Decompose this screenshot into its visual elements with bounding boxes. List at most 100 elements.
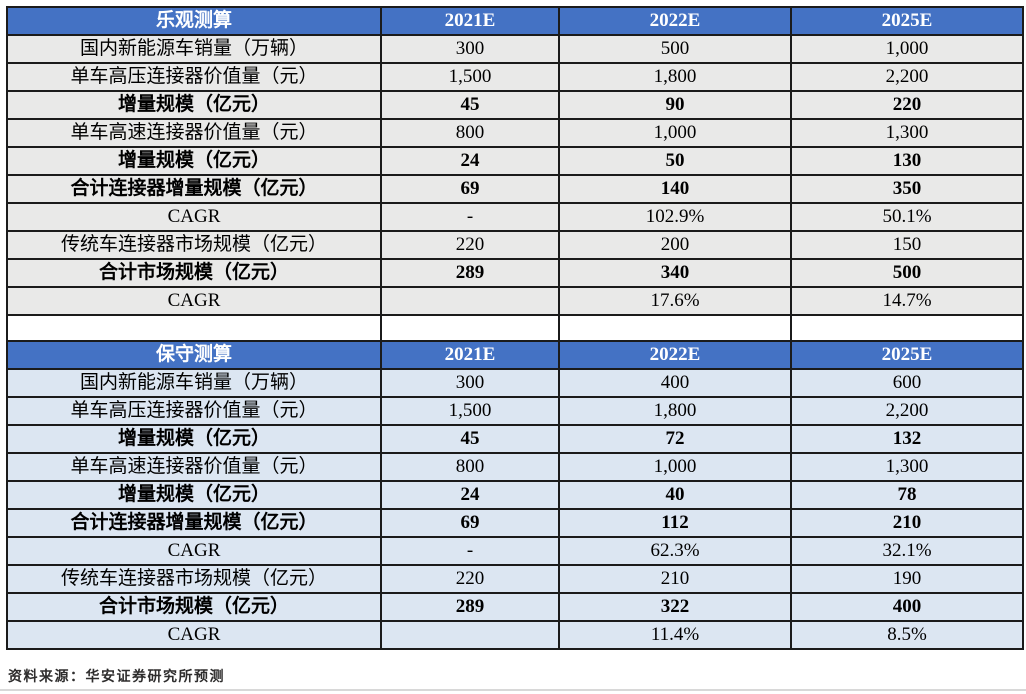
table-title-optimistic: 乐观测算	[6, 6, 382, 36]
cell-2022e: 102.9%	[558, 202, 792, 232]
cell-2021e: 300	[380, 368, 560, 398]
cell-2022e: 40	[558, 480, 792, 510]
row-label: 增量规模（亿元）	[6, 146, 382, 176]
cell-2022e: 1,800	[558, 396, 792, 426]
cell-2025e: 350	[790, 174, 1024, 204]
cell-2022e: 322	[558, 592, 792, 622]
table-title-conservative: 保守测算	[6, 340, 382, 370]
cell-2025e: 150	[790, 230, 1024, 260]
table-row: 单车高压连接器价值量（元） 1,500 1,800 2,200	[6, 396, 1024, 426]
row-label: 增量规模（亿元）	[6, 480, 382, 510]
column-header-2022e: 2022E	[558, 340, 792, 370]
row-label: 国内新能源车销量（万辆）	[6, 34, 382, 64]
table-row: CAGR 11.4% 8.5%	[6, 620, 1024, 650]
row-label: 传统车连接器市场规模（亿元）	[6, 230, 382, 260]
row-label: CAGR	[6, 536, 382, 566]
cell-2025e: 78	[790, 480, 1024, 510]
optimistic-estimate-section: 乐观测算 2021E 2022E 2025E 国内新能源车销量（万辆） 300 50…	[6, 6, 1024, 316]
gap-cell	[558, 314, 792, 342]
cell-2025e: 2,200	[790, 62, 1024, 92]
table-row: 合计市场规模（亿元） 289 322 400	[6, 592, 1024, 622]
row-label: 合计市场规模（亿元）	[6, 592, 382, 622]
table-row: 国内新能源车销量（万辆） 300 400 600	[6, 368, 1024, 398]
row-label: CAGR	[6, 286, 382, 316]
column-header-2021e: 2021E	[380, 340, 560, 370]
cell-2025e: 130	[790, 146, 1024, 176]
cell-2021e: -	[380, 536, 560, 566]
table-row: CAGR -62.3% 32.1%	[6, 536, 1024, 566]
table-row: 单车高速连接器价值量（元） 800 1,000 1,300	[6, 452, 1024, 482]
cell-2021e: 1,500	[380, 396, 560, 426]
row-label: CAGR	[6, 202, 382, 232]
cell-2025e: 220	[790, 90, 1024, 120]
cell-2021e: 45	[380, 424, 560, 454]
cell-2025e: 1,300	[790, 452, 1024, 482]
cell-2022e: 340	[558, 258, 792, 288]
column-header-2025e: 2025E	[790, 6, 1024, 36]
gap-cell	[380, 314, 560, 342]
cell-2021e	[380, 286, 560, 316]
cell-2025e: 8.5%	[790, 620, 1024, 650]
cell-2021e: 69	[380, 174, 560, 204]
cell-2021e: 800	[380, 118, 560, 148]
cell-2025e: 1,300	[790, 118, 1024, 148]
cell-2022e: 62.3%	[558, 536, 792, 566]
cell-2021e: 300	[380, 34, 560, 64]
cell-2025e: 14.7%	[790, 286, 1024, 316]
table-row: CAGR 17.6% 14.7%	[6, 286, 1024, 316]
cell-2022e: 400	[558, 368, 792, 398]
cell-2022e: 1,800	[558, 62, 792, 92]
table-row: 增量规模（亿元） 24 50 130	[6, 146, 1024, 176]
table-row: 增量规模（亿元） 45 90 220	[6, 90, 1024, 120]
conservative-header-row: 保守测算 2021E 2022E 2025E	[6, 340, 1024, 370]
cell-2025e: 190	[790, 564, 1024, 594]
cell-2021e: 289	[380, 592, 560, 622]
cell-2025e: 2,200	[790, 396, 1024, 426]
gap-cell	[790, 314, 1024, 342]
cell-2022e: 140	[558, 174, 792, 204]
column-header-2022e: 2022E	[558, 6, 792, 36]
cell-2022e: 90	[558, 90, 792, 120]
column-header-2021e: 2021E	[380, 6, 560, 36]
cell-2022e: 200	[558, 230, 792, 260]
connector-market-estimates-table: 乐观测算 2021E 2022E 2025E 国内新能源车销量（万辆） 300 50…	[6, 6, 1024, 650]
column-header-2025e: 2025E	[790, 340, 1024, 370]
cell-2025e: 400	[790, 592, 1024, 622]
row-label: 传统车连接器市场规模（亿元）	[6, 564, 382, 594]
table-row: CAGR -102.9% 50.1%	[6, 202, 1024, 232]
cell-2025e: 210	[790, 508, 1024, 538]
cell-2021e: -	[380, 202, 560, 232]
cell-2025e: 1,000	[790, 34, 1024, 64]
cell-2025e: 32.1%	[790, 536, 1024, 566]
source-note: 资料来源：华安证券研究所预测	[8, 670, 225, 685]
cell-2021e: 220	[380, 564, 560, 594]
cell-2025e: 50.1%	[790, 202, 1024, 232]
row-label: 增量规模（亿元）	[6, 424, 382, 454]
conservative-estimate-section: 保守测算 2021E 2022E 2025E 国内新能源车销量（万辆） 300 40…	[6, 340, 1024, 650]
table-row: 增量规模（亿元） 24 40 78	[6, 480, 1024, 510]
cell-2021e: 220	[380, 230, 560, 260]
table-row: 合计市场规模（亿元） 289 340 500	[6, 258, 1024, 288]
cell-2022e: 11.4%	[558, 620, 792, 650]
row-label: 单车高压连接器价值量（元）	[6, 62, 382, 92]
table-row: 国内新能源车销量（万辆） 300 500 1,000	[6, 34, 1024, 64]
cell-2021e: 1,500	[380, 62, 560, 92]
row-label: 单车高速连接器价值量（元）	[6, 118, 382, 148]
cell-2021e: 45	[380, 90, 560, 120]
cell-2025e: 600	[790, 368, 1024, 398]
gap-cell	[6, 314, 382, 342]
row-label: 国内新能源车销量（万辆）	[6, 368, 382, 398]
optimistic-header-row: 乐观测算 2021E 2022E 2025E	[6, 6, 1024, 36]
cell-2022e: 112	[558, 508, 792, 538]
cell-2021e: 24	[380, 146, 560, 176]
cell-2022e: 17.6%	[558, 286, 792, 316]
row-label: CAGR	[6, 620, 382, 650]
cell-2025e: 132	[790, 424, 1024, 454]
cell-2021e: 69	[380, 508, 560, 538]
table-row: 传统车连接器市场规模（亿元） 220 200 150	[6, 230, 1024, 260]
cell-2025e: 500	[790, 258, 1024, 288]
table-row: 单车高速连接器价值量（元） 800 1,000 1,300	[6, 118, 1024, 148]
table-row: 增量规模（亿元） 45 72 132	[6, 424, 1024, 454]
cell-2022e: 50	[558, 146, 792, 176]
row-label: 单车高压连接器价值量（元）	[6, 396, 382, 426]
